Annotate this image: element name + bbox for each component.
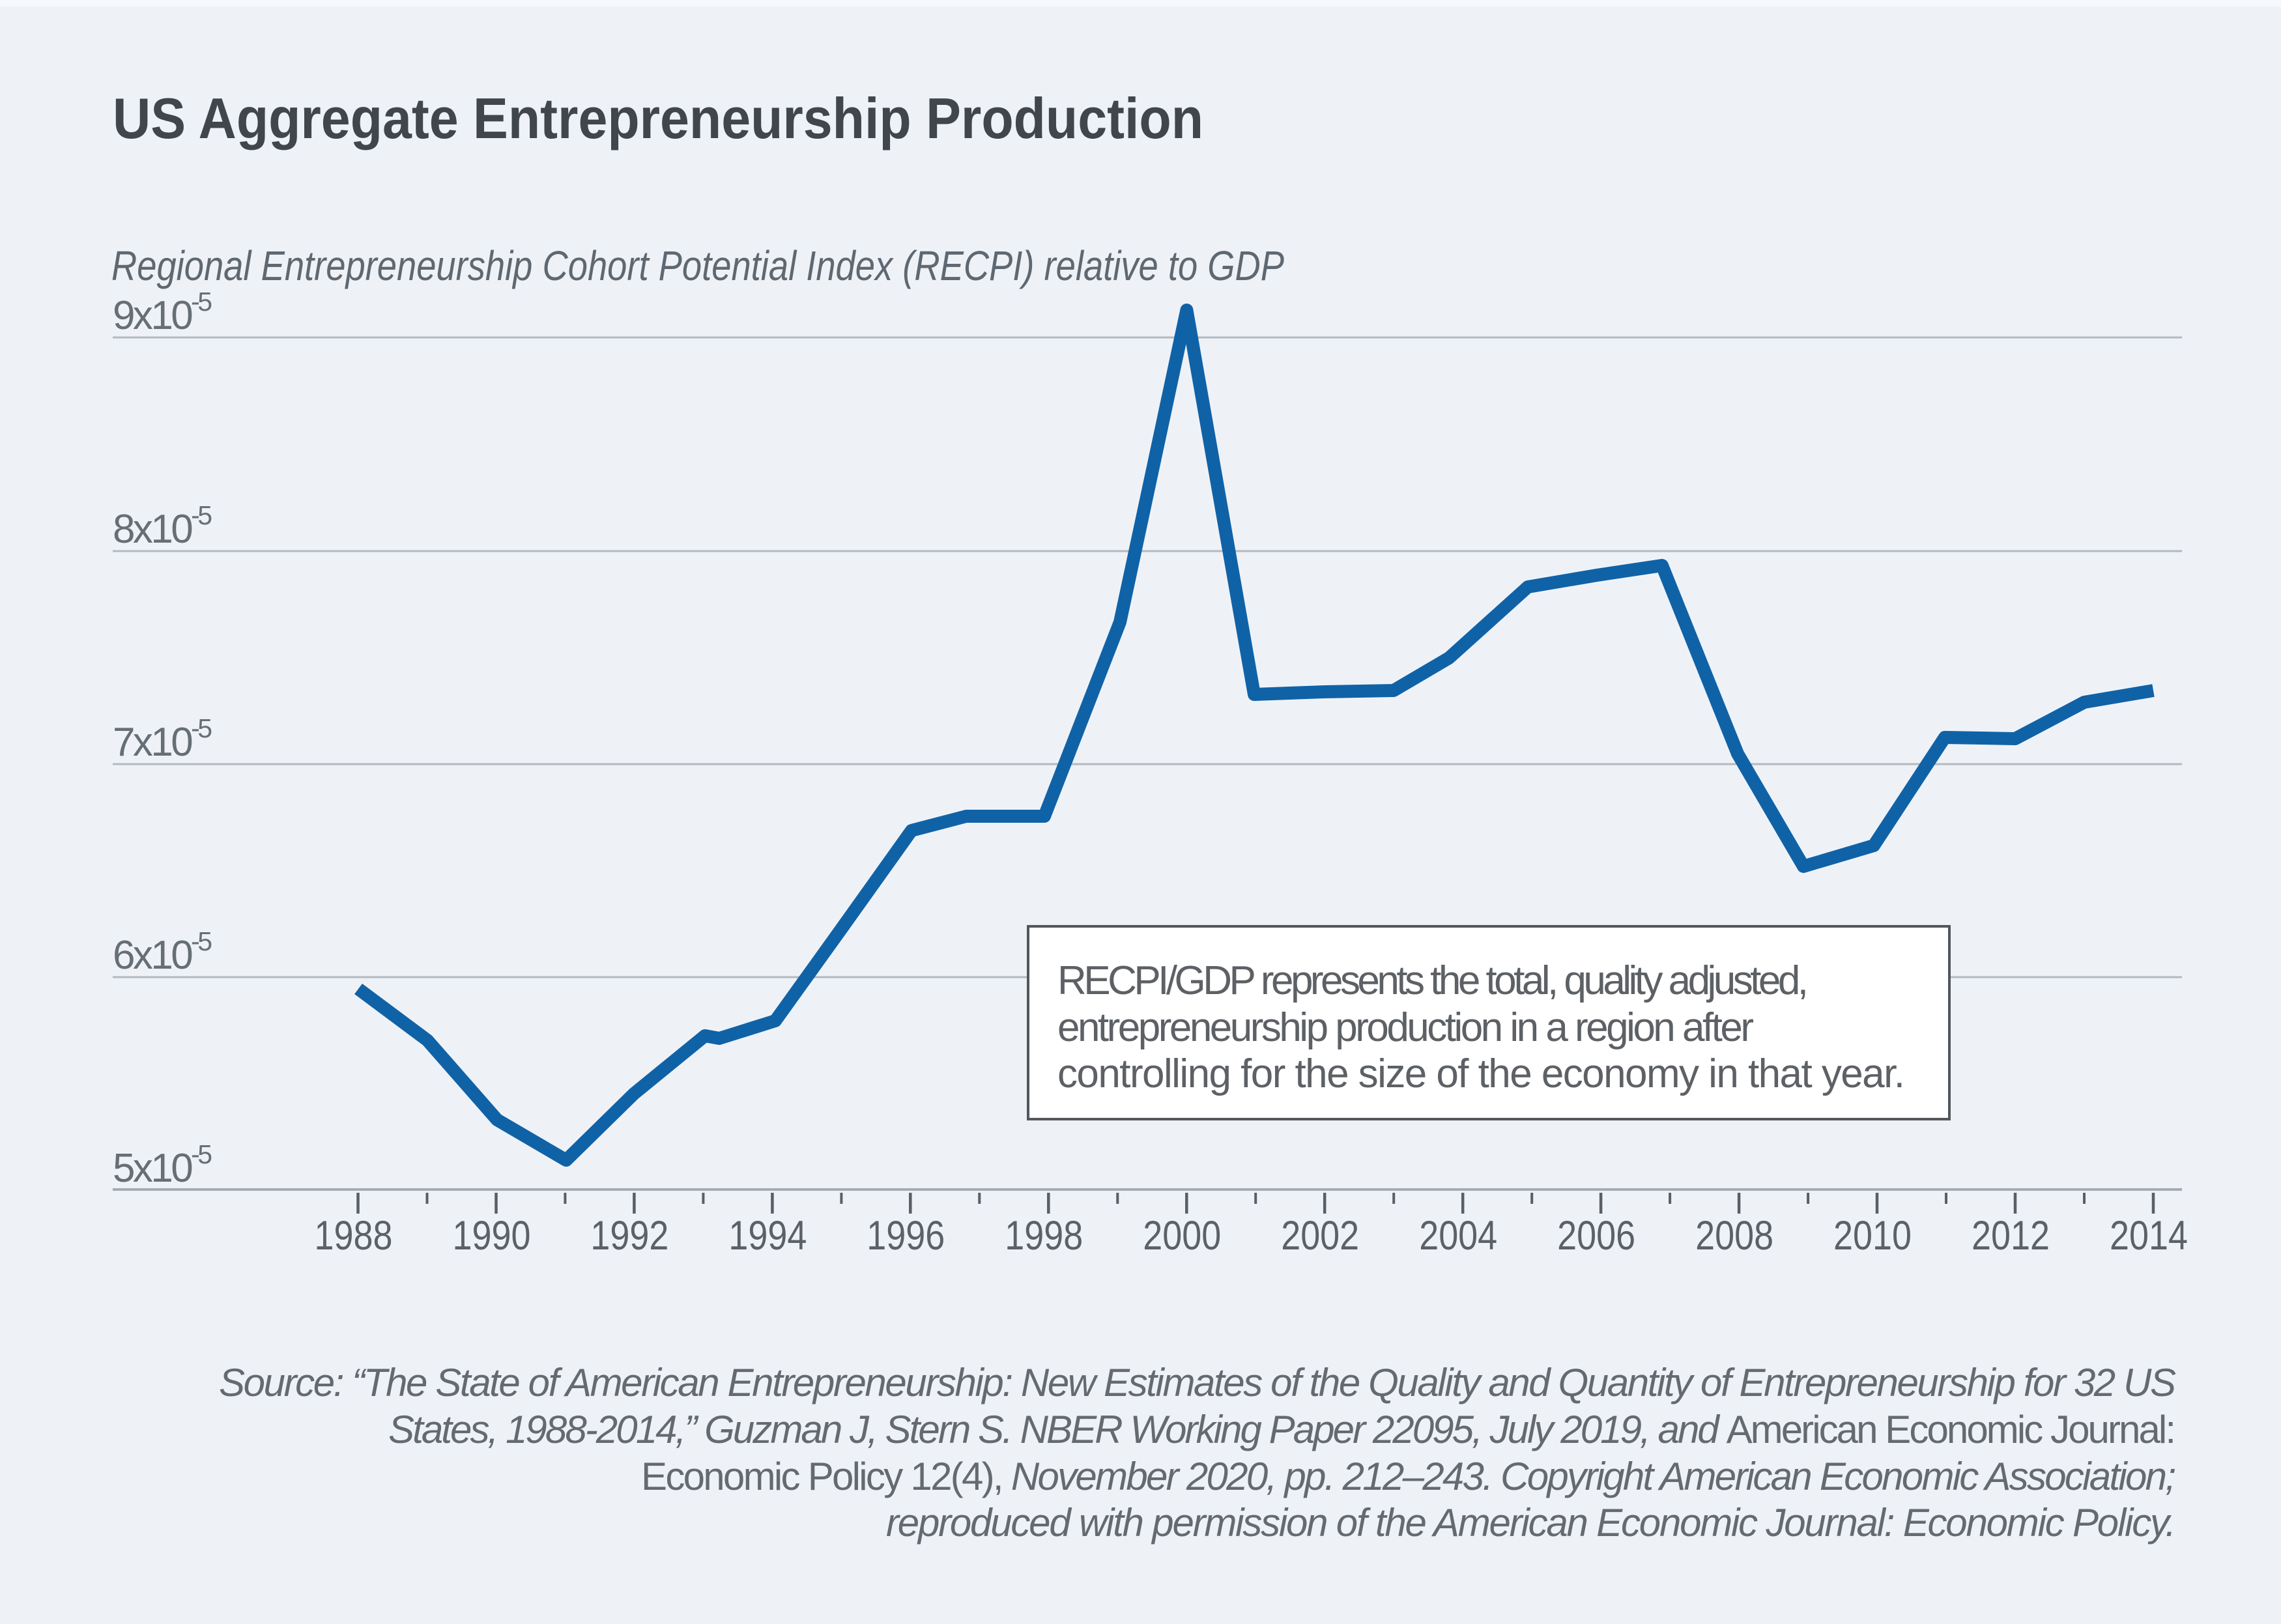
svg-text:reproduced with permission of: reproduced with permission of the Americ… — [886, 1501, 2176, 1545]
svg-text:Economic Policy 12(4), Novembe: Economic Policy 12(4), November 2020, pp… — [641, 1455, 2176, 1498]
svg-text:1998: 1998 — [1005, 1213, 1083, 1259]
svg-text:States, 1988-2014,” Guzman J,: States, 1988-2014,” Guzman J, Stern S. N… — [388, 1408, 2176, 1451]
svg-text:US Aggregate Entrepreneurship: US Aggregate Entrepreneurship Production — [113, 86, 1203, 150]
svg-text:1996: 1996 — [867, 1213, 945, 1259]
svg-text:2008: 2008 — [1695, 1213, 1773, 1259]
svg-text:entrepreneurship production in: entrepreneurship production in a region … — [1057, 1005, 1754, 1050]
svg-text:1990: 1990 — [453, 1213, 531, 1259]
svg-text:1994: 1994 — [728, 1213, 807, 1259]
svg-text:2014: 2014 — [2110, 1213, 2188, 1259]
svg-text:2000: 2000 — [1143, 1213, 1221, 1259]
svg-text:RECPI/GDP represents the total: RECPI/GDP represents the total, quality … — [1057, 958, 1809, 1003]
svg-text:1992: 1992 — [590, 1213, 668, 1259]
svg-text:2002: 2002 — [1281, 1213, 1359, 1259]
svg-text:2004: 2004 — [1419, 1213, 1497, 1259]
svg-text:1988: 1988 — [315, 1213, 393, 1259]
svg-text:2012: 2012 — [1972, 1213, 2050, 1259]
svg-text:2006: 2006 — [1557, 1213, 1635, 1259]
svg-text:9x10-5: 9x10-5 — [113, 287, 212, 338]
svg-text:controlling for the size of th: controlling for the size of the economy … — [1057, 1051, 1905, 1096]
svg-text:Source: “The State of American: Source: “The State of American Entrepren… — [219, 1361, 2176, 1404]
svg-text:2010: 2010 — [1833, 1213, 1912, 1259]
svg-text:Regional Entrepreneurship Coho: Regional Entrepreneurship Cohort Potenti… — [111, 242, 1284, 289]
